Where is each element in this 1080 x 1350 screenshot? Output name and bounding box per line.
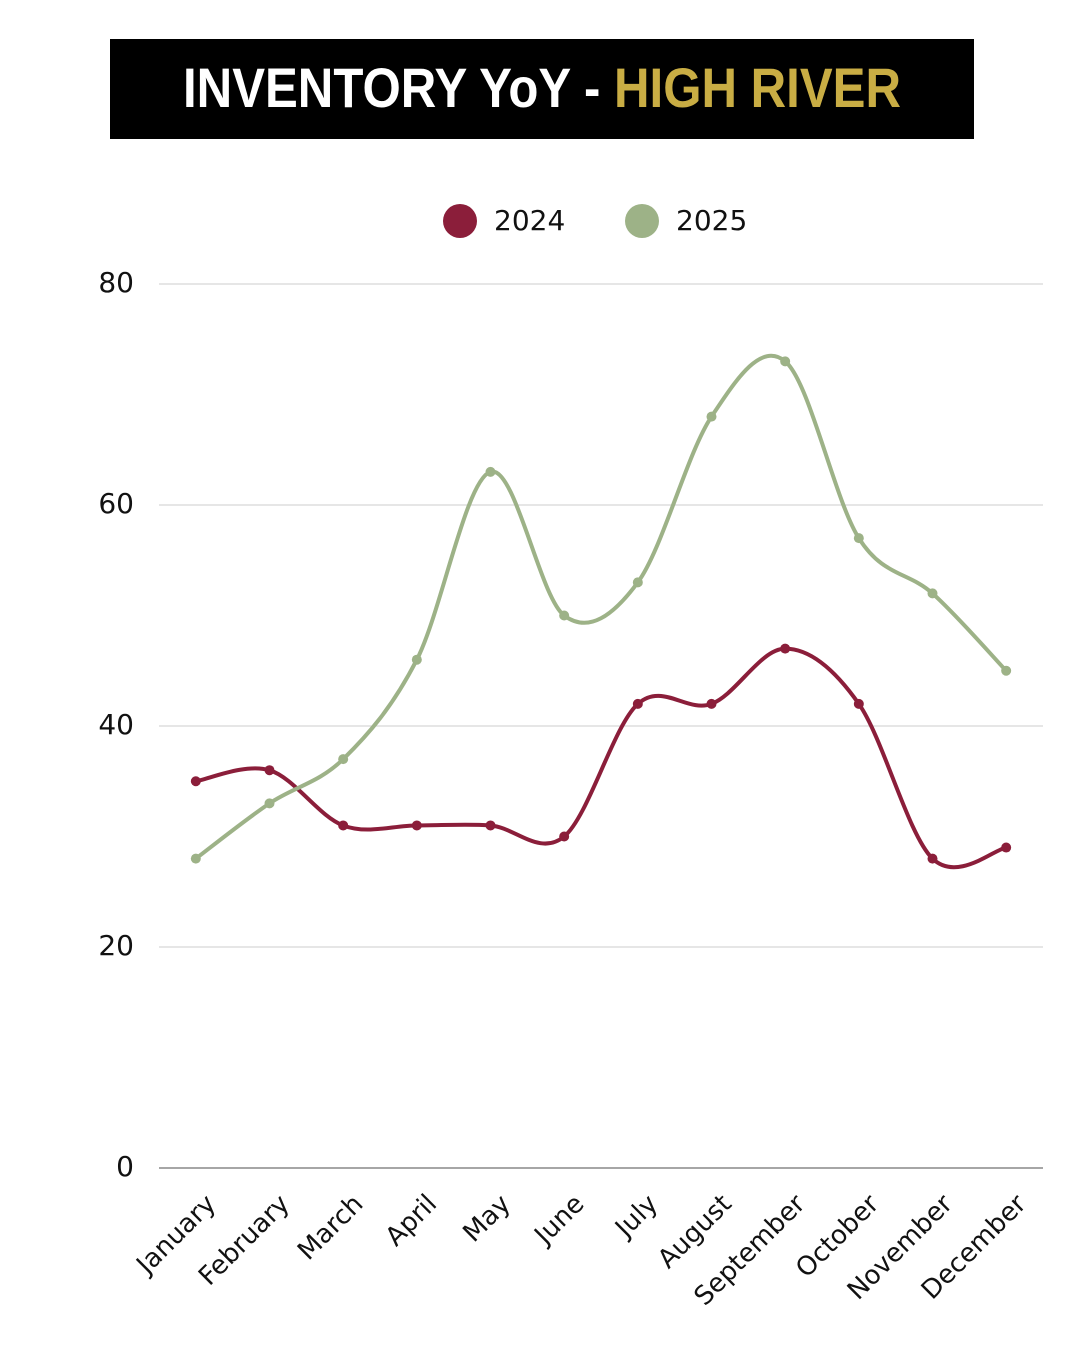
x-tick-label: July [608, 1189, 664, 1245]
data-point [338, 820, 349, 831]
data-point [1001, 842, 1012, 853]
data-point [632, 577, 643, 588]
y-tick-label: 60 [98, 487, 134, 520]
data-point [780, 643, 791, 654]
legend-label: 2024 [494, 204, 565, 237]
data-point [632, 698, 643, 709]
x-tick-label: April [380, 1189, 443, 1252]
x-tick-label: June [528, 1189, 591, 1252]
data-point [853, 698, 864, 709]
data-point [1001, 665, 1012, 676]
data-point [338, 754, 349, 765]
data-point [485, 466, 496, 477]
data-point [706, 698, 717, 709]
data-point [411, 654, 422, 665]
legend-marker [443, 204, 477, 238]
series-line [195, 646, 1007, 870]
data-point [927, 588, 938, 599]
title-bar [110, 39, 974, 139]
y-tick-label: 80 [98, 266, 134, 299]
y-tick-label: 0 [116, 1150, 134, 1183]
legend-marker [625, 204, 659, 238]
data-point [411, 820, 422, 831]
data-point [190, 776, 201, 787]
title-highlight: HIGH RIVER [614, 56, 901, 119]
series-line [194, 353, 1008, 861]
data-point [190, 853, 201, 864]
data-point [559, 831, 570, 842]
x-tick-label: March [292, 1189, 369, 1266]
data-point [853, 533, 864, 544]
data-point [927, 853, 938, 864]
data-point [485, 820, 496, 831]
chart-title: INVENTORY YoY - HIGH RIVER [183, 56, 901, 119]
data-point [706, 411, 717, 422]
data-point [264, 765, 275, 776]
y-tick-label: 20 [98, 929, 134, 962]
data-point [559, 610, 570, 621]
x-tick-label: May [458, 1189, 517, 1248]
data-point [780, 356, 791, 367]
y-tick-label: 40 [98, 708, 134, 741]
legend-label: 2025 [676, 204, 747, 237]
title-main: INVENTORY YoY - [183, 56, 600, 119]
data-point [264, 798, 275, 809]
